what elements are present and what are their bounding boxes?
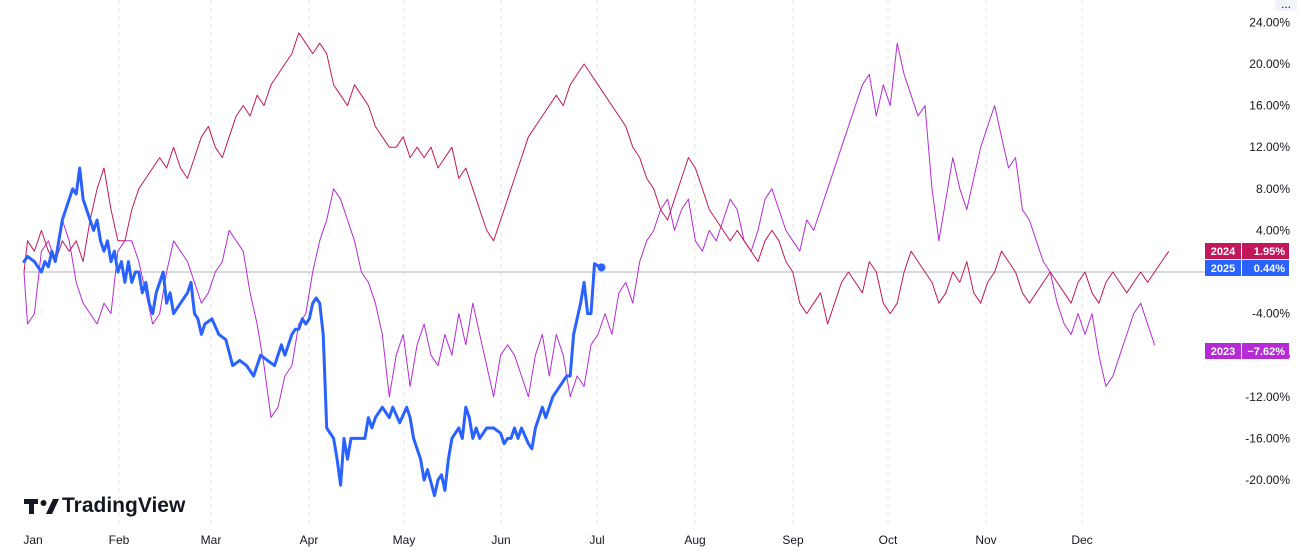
last-value-badge-2025: 2025 0.44% xyxy=(1205,260,1289,276)
y-tick-label: 8.00% xyxy=(1256,182,1290,196)
last-value-badge-2023: 2023 −7.62% xyxy=(1205,343,1289,359)
x-tick-label: Sep xyxy=(782,533,804,547)
y-tick-label: 16.00% xyxy=(1249,99,1290,113)
grid-layer xyxy=(118,0,1083,527)
series-layer xyxy=(22,32,1169,498)
x-tick-label: Apr xyxy=(300,533,319,547)
x-tick-label: Dec xyxy=(1071,533,1092,547)
x-tick-label: Jul xyxy=(589,533,604,547)
tradingview-logo-text: TradingView xyxy=(62,494,186,517)
y-tick-label: 20.00% xyxy=(1249,57,1290,71)
x-tick-label: Oct xyxy=(879,533,898,547)
badge-series-name: 2023 xyxy=(1211,346,1235,358)
x-tick-label: Jun xyxy=(491,533,510,547)
more-options-icon: ... xyxy=(1281,0,1291,11)
series-line-2024[interactable] xyxy=(23,32,1169,325)
y-tick-label: -4.00% xyxy=(1252,307,1290,321)
y-tick-label: 4.00% xyxy=(1256,223,1290,237)
series-line-2023[interactable] xyxy=(23,42,1156,419)
more-options-button[interactable]: ... xyxy=(1275,0,1297,11)
y-tick-label: -20.00% xyxy=(1245,473,1290,487)
last-value-badges: 2023 −7.62% 2024 1.95% 2025 0.44% xyxy=(1205,243,1289,359)
y-tick-label: 12.00% xyxy=(1249,140,1290,154)
x-tick-label: May xyxy=(393,533,416,547)
tradingview-logo[interactable]: TradingView xyxy=(24,494,186,517)
badge-last-value: 0.44% xyxy=(1254,263,1285,275)
badge-series-name: 2024 xyxy=(1211,246,1236,258)
x-tick-label: Mar xyxy=(201,533,222,547)
series-endpoint-2025 xyxy=(597,263,606,272)
badge-last-value: 1.95% xyxy=(1254,246,1285,258)
y-tick-label: 24.00% xyxy=(1249,15,1290,29)
last-value-badge-2024: 2024 1.95% xyxy=(1205,243,1289,259)
x-tick-label: Nov xyxy=(975,533,996,547)
badge-last-value: −7.62% xyxy=(1247,346,1285,358)
tradingview-logo-icon xyxy=(24,499,59,514)
y-tick-label: -12.00% xyxy=(1245,390,1290,404)
x-tick-label: Feb xyxy=(109,533,130,547)
badge-series-name: 2025 xyxy=(1211,263,1235,275)
y-tick-label: -16.00% xyxy=(1245,431,1290,445)
x-axis: Jan Feb Mar Apr May Jun Jul Aug Sep Oct Nov Dec xyxy=(23,533,1092,547)
x-tick-label: Jan xyxy=(23,533,42,547)
x-tick-label: Aug xyxy=(684,533,705,547)
series-line-2025[interactable] xyxy=(22,166,603,498)
